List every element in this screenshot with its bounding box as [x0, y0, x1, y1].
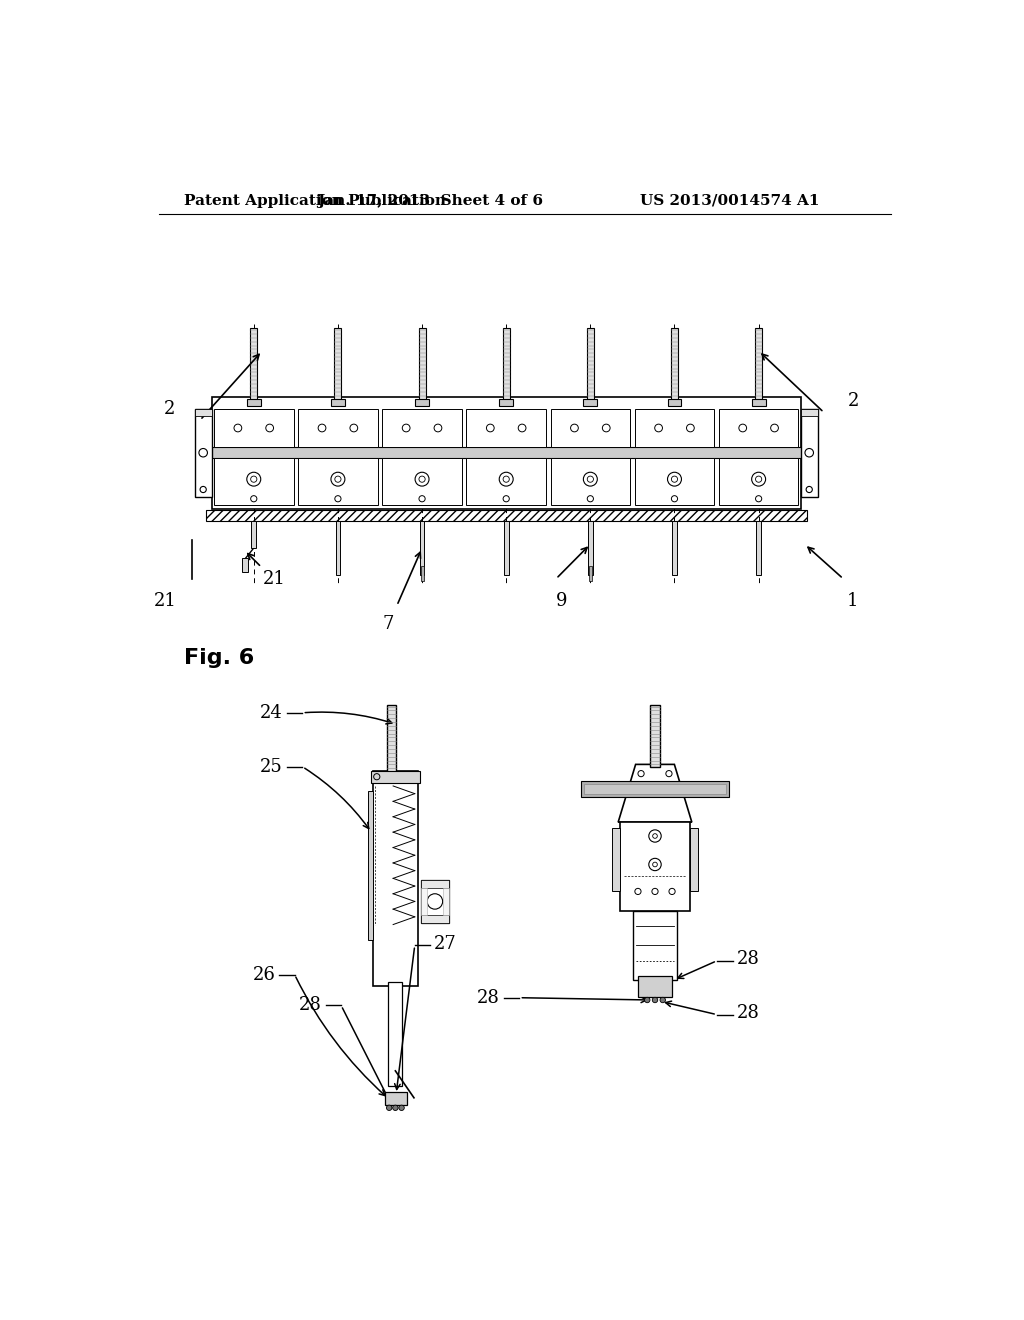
Circle shape	[386, 1105, 392, 1110]
Bar	[719, 409, 799, 447]
Bar	[206, 511, 807, 521]
Bar	[500, 399, 513, 407]
Bar	[650, 705, 659, 767]
Text: 28: 28	[299, 997, 322, 1014]
Bar	[582, 781, 729, 797]
Bar	[587, 327, 594, 401]
Bar	[503, 327, 510, 401]
Polygon shape	[618, 764, 692, 822]
Bar	[420, 521, 424, 576]
Bar	[387, 705, 396, 775]
Bar	[551, 458, 630, 506]
Text: 24: 24	[260, 704, 283, 722]
Text: 28: 28	[477, 989, 500, 1007]
Bar	[638, 977, 672, 997]
Bar	[385, 1093, 407, 1105]
Text: 27: 27	[434, 935, 457, 953]
Circle shape	[652, 998, 657, 1003]
Bar	[252, 521, 256, 548]
Text: Fig. 6: Fig. 6	[183, 648, 254, 668]
Circle shape	[392, 1105, 398, 1110]
Bar	[242, 558, 249, 572]
Bar	[442, 888, 449, 915]
Bar	[633, 911, 678, 979]
Circle shape	[399, 1105, 404, 1110]
Bar	[298, 458, 378, 506]
Bar	[467, 409, 546, 447]
Bar	[635, 458, 714, 506]
Bar	[195, 409, 212, 416]
Bar	[752, 399, 766, 407]
Bar	[668, 399, 681, 407]
Bar	[672, 521, 677, 576]
Text: Patent Application Publication: Patent Application Publication	[183, 194, 445, 207]
Bar	[504, 521, 509, 576]
Text: 2: 2	[848, 392, 859, 411]
Bar	[671, 327, 678, 401]
Circle shape	[644, 998, 650, 1003]
Bar	[419, 327, 426, 401]
Bar	[584, 784, 726, 795]
Bar	[801, 409, 818, 416]
Bar	[206, 447, 807, 458]
Bar	[415, 399, 429, 407]
Bar	[421, 880, 449, 888]
Text: 7: 7	[383, 615, 394, 634]
Bar	[195, 409, 212, 498]
Bar	[250, 327, 257, 401]
Text: 28: 28	[736, 1005, 759, 1022]
Bar	[612, 829, 621, 891]
Bar	[467, 458, 546, 506]
Bar	[588, 521, 593, 576]
Bar	[382, 458, 462, 506]
Bar	[371, 771, 420, 783]
Bar	[801, 409, 818, 498]
Bar	[584, 399, 597, 407]
Bar	[335, 327, 341, 401]
Bar	[719, 458, 799, 506]
Bar	[214, 458, 294, 506]
Text: US 2013/0014574 A1: US 2013/0014574 A1	[640, 194, 819, 207]
Bar	[214, 409, 294, 447]
Bar	[298, 409, 378, 447]
Text: 21: 21	[263, 570, 286, 587]
Bar	[757, 521, 761, 576]
Bar	[421, 915, 449, 923]
Bar	[755, 327, 762, 401]
Bar	[421, 566, 424, 581]
Bar	[331, 399, 345, 407]
Bar	[369, 791, 373, 940]
Bar	[551, 409, 630, 447]
Bar	[336, 521, 340, 576]
Bar	[690, 829, 697, 891]
Bar	[373, 771, 418, 986]
Text: 2: 2	[164, 400, 175, 417]
Text: 25: 25	[260, 758, 283, 776]
Bar	[421, 880, 449, 923]
Bar	[589, 566, 592, 581]
Bar	[388, 982, 402, 1086]
Bar	[247, 399, 261, 407]
Bar	[621, 822, 690, 911]
Bar	[421, 888, 427, 915]
Text: 26: 26	[252, 966, 275, 983]
Text: 1: 1	[847, 591, 859, 610]
Bar	[635, 409, 714, 447]
Circle shape	[660, 998, 666, 1003]
Bar	[212, 397, 801, 508]
Text: 28: 28	[736, 950, 759, 968]
Text: 9: 9	[556, 591, 567, 610]
Text: Jan. 17, 2013  Sheet 4 of 6: Jan. 17, 2013 Sheet 4 of 6	[317, 194, 544, 207]
Text: 21: 21	[154, 591, 177, 610]
Bar	[382, 409, 462, 447]
